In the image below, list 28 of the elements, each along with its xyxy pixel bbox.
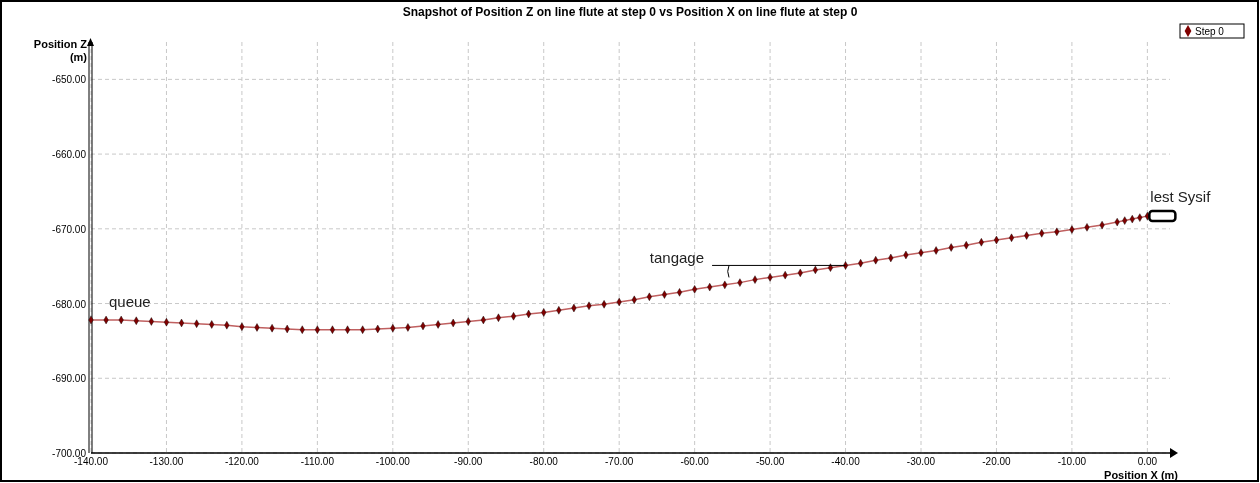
x-tick-label: -110.00 — [300, 456, 335, 467]
y-tick-label: -680.00 — [52, 298, 87, 310]
x-tick-label: -20.00 — [982, 456, 1012, 467]
y-tick-label: -660.00 — [52, 149, 87, 161]
y-tick-label: -650.00 — [52, 74, 87, 86]
x-tick-label: -40.00 — [831, 456, 861, 467]
annotation: queue — [109, 292, 151, 310]
y-axis-title: Position Z (m) — [33, 38, 88, 63]
y-tick-label: -670.00 — [52, 223, 87, 235]
x-tick-label: -80.00 — [529, 456, 559, 467]
annotation: lest Sysif — [1150, 188, 1212, 206]
legend-label: Step 0 — [1195, 26, 1225, 37]
x-tick-label: -120.00 — [224, 456, 260, 467]
y-tick-label: -690.00 — [52, 373, 87, 385]
annotation: tangage — [649, 249, 705, 267]
x-tick-label: -10.00 — [1057, 456, 1087, 467]
x-tick-label: -60.00 — [680, 456, 710, 467]
x-tick-label: -130.00 — [149, 456, 184, 467]
x-tick-label: -140.00 — [74, 456, 109, 467]
x-tick-label: -90.00 — [454, 456, 483, 467]
x-tick-label: -30.00 — [906, 456, 936, 467]
x-tick-label: -100.00 — [375, 456, 411, 467]
y-tick-label: -700.00 — [52, 448, 87, 459]
x-tick-label: 0.00 — [1137, 456, 1158, 467]
x-tick-label: -50.00 — [755, 456, 785, 467]
x-tick-label: -70.00 — [605, 456, 634, 467]
chart-title: Snapshot of Position Z on line flute at step 0 vs Position X on line flute at step 0 — [402, 5, 858, 19]
x-axis-title: Position X (m) — [1104, 469, 1179, 481]
